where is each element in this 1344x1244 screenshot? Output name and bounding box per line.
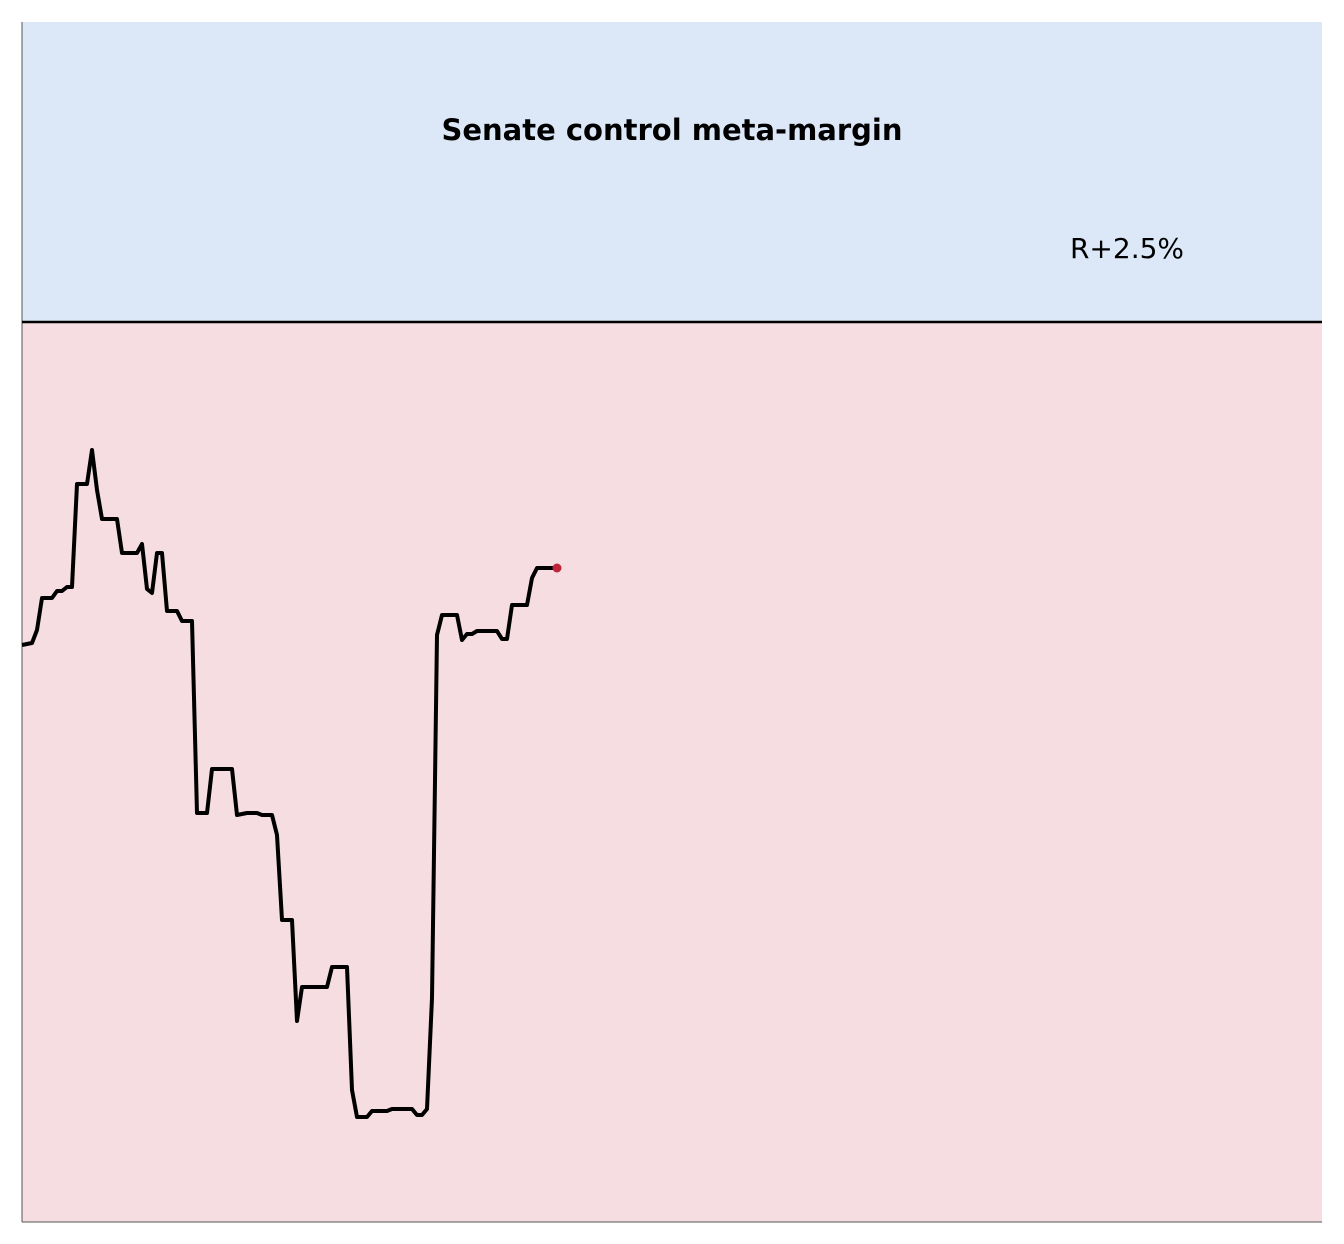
- plot-area: [21, 22, 1322, 1223]
- below-region: [22, 322, 1322, 1222]
- annotation: R+2.5%: [1070, 232, 1184, 265]
- above-region: [22, 22, 1322, 322]
- last-point: [552, 563, 562, 573]
- line: [21, 448, 557, 1119]
- chart-title: Senate control meta-margin: [441, 113, 902, 147]
